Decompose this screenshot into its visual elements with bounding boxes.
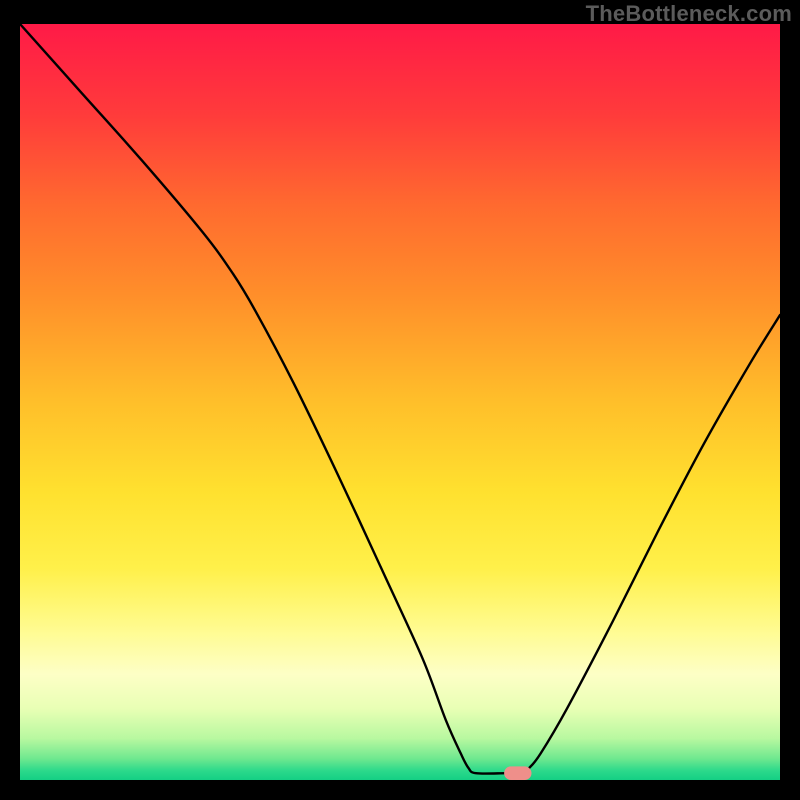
chart-frame: TheBottleneck.com (0, 0, 800, 800)
bottleneck-curve-chart (20, 24, 780, 780)
gradient-background (20, 24, 780, 780)
optimal-marker (504, 766, 531, 780)
plot-area (20, 24, 780, 780)
